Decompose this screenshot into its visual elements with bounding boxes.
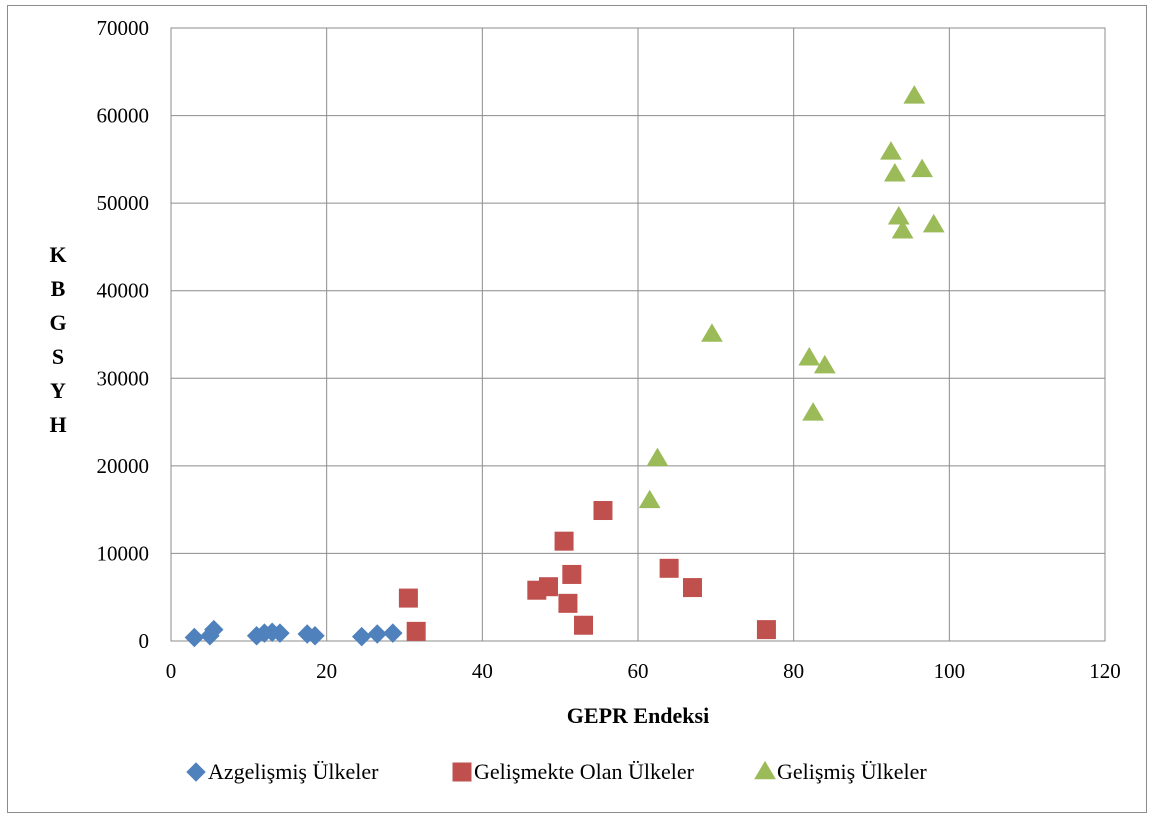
data-point [911, 158, 933, 178]
data-point [398, 588, 418, 608]
x-tick-label: 120 [1089, 659, 1121, 683]
data-point [903, 85, 926, 104]
data-point [682, 578, 702, 598]
x-tick-label: 40 [472, 659, 493, 683]
legend-label: Gelişmiş Ülkeler [777, 759, 927, 784]
data-point [184, 627, 205, 648]
data-point [270, 623, 290, 643]
chart-frame [7, 5, 1147, 813]
y-axis-title-letter: G [49, 310, 66, 335]
legend-marker [452, 762, 472, 782]
legend-item: Gelişmiş Ülkeler [754, 759, 927, 784]
data-point [891, 219, 914, 239]
legend-item: Azgelişmiş Ülkeler [186, 759, 379, 784]
grid-lines [170, 27, 1106, 642]
y-axis-title-letter: B [51, 276, 66, 301]
data-point [305, 626, 325, 646]
data-point [383, 623, 403, 643]
data-point [638, 489, 661, 509]
plot-area [170, 27, 1106, 642]
y-tick-label: 0 [139, 629, 150, 653]
data-point [558, 593, 578, 613]
x-tick-label: 60 [628, 659, 649, 683]
y-tick-label: 60000 [97, 104, 150, 128]
legend-marker [754, 760, 776, 780]
x-tick-label: 0 [166, 659, 177, 683]
x-tick-label: 20 [316, 659, 337, 683]
data-point [646, 447, 669, 467]
legend-label: Azgelişmiş Ülkeler [208, 759, 379, 784]
data-point [813, 354, 836, 374]
data-point [562, 564, 582, 584]
data-point [406, 621, 426, 641]
data-point [351, 626, 372, 647]
legend-marker [186, 762, 206, 782]
data-point [367, 624, 387, 644]
data-point [538, 577, 558, 597]
series-points [398, 501, 776, 641]
series-points [638, 85, 945, 509]
series-points [184, 619, 403, 648]
data-point [659, 558, 679, 578]
legend-item: Gelişmekte Olan Ülkeler [452, 759, 695, 784]
y-tick-label: 10000 [97, 541, 150, 565]
data-point [883, 163, 906, 182]
x-tick-label: 80 [783, 659, 804, 683]
legend-label: Gelişmekte Olan Ülkeler [474, 759, 695, 784]
y-axis-title-letter: S [52, 344, 64, 369]
y-axis-title-letter: Y [50, 378, 66, 403]
legend: Azgelişmiş Ülkeler Gelişmekte Olan Ülkele… [186, 759, 927, 784]
y-tick-label: 70000 [97, 16, 150, 40]
data-point [922, 213, 945, 233]
y-tick-label: 40000 [97, 279, 150, 303]
data-point [574, 615, 594, 635]
data-point [880, 141, 902, 160]
y-axis-title-letter: K [49, 242, 66, 267]
data-point [887, 205, 910, 225]
x-axis-ticks: 0 20 40 60 80 100 120 [166, 659, 1121, 683]
data-points [184, 85, 945, 648]
y-tick-label: 50000 [97, 191, 150, 215]
x-tick-label: 100 [934, 659, 966, 683]
y-tick-label: 30000 [97, 366, 150, 390]
data-point [204, 619, 224, 640]
data-point [701, 323, 723, 342]
y-axis-title-letter: H [49, 412, 66, 437]
y-axis-ticks: 0 10000 20000 30000 40000 50000 60000 70000 [97, 16, 150, 653]
data-point [802, 402, 824, 421]
data-point [593, 501, 613, 521]
x-axis-title: GEPR Endeksi [567, 703, 709, 728]
data-point [554, 531, 574, 551]
y-tick-label: 20000 [97, 454, 150, 478]
data-point [756, 620, 776, 640]
data-point [798, 346, 821, 366]
